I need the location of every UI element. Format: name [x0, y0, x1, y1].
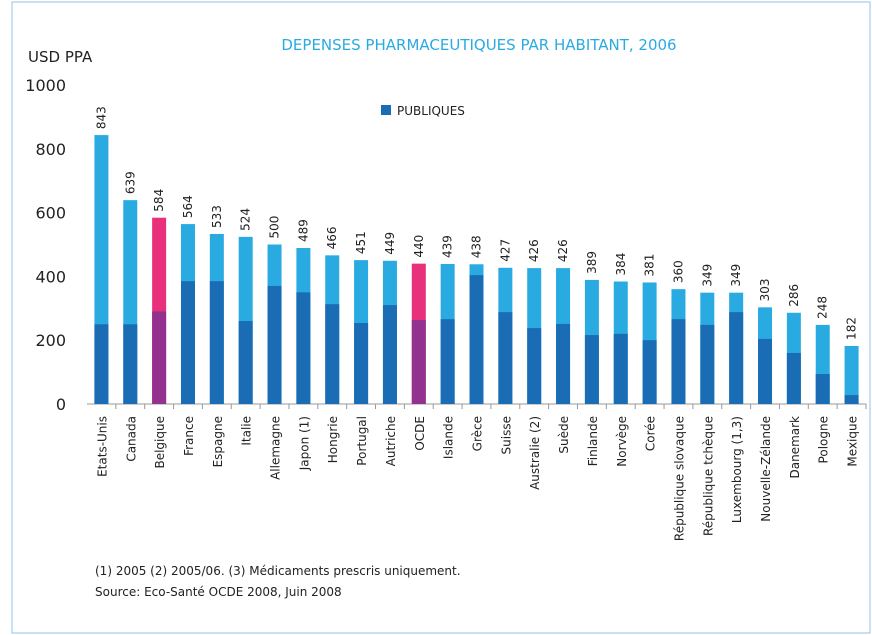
x-tick-label: Suisse — [499, 416, 513, 454]
x-tick-label: Luxembourg (1,3) — [730, 416, 744, 523]
x-tick-label: Norvège — [615, 416, 629, 467]
bar-public — [94, 324, 109, 404]
x-tick-label: Espagne — [211, 416, 225, 467]
x-tick-label: Corée — [644, 416, 658, 451]
y-tick-label: 800 — [35, 140, 66, 159]
x-tick-label: République tchèque — [701, 416, 715, 536]
x-tick-label: Islande — [442, 416, 456, 459]
footnote: Source: Eco-Santé OCDE 2008, Juin 2008 — [95, 585, 342, 599]
bar-public — [440, 319, 455, 404]
value-label: 248 — [816, 296, 830, 319]
value-label: 438 — [470, 235, 484, 258]
x-tick-label: Suède — [557, 416, 571, 454]
x-tick-label: Portugal — [355, 416, 369, 466]
value-label: 449 — [383, 232, 397, 255]
bar-public — [613, 333, 628, 404]
x-tick-label: Finlande — [586, 416, 600, 466]
y-tick-label: 1000 — [25, 76, 66, 95]
y-tick-label: 600 — [35, 204, 66, 223]
value-label: 182 — [845, 317, 859, 340]
x-tick-label: Italie — [240, 416, 254, 446]
bar-public — [325, 304, 340, 404]
bar-public — [152, 311, 167, 404]
bar-public — [758, 338, 773, 404]
value-label: 303 — [758, 278, 772, 301]
value-label: 439 — [441, 235, 455, 258]
bar-public — [180, 281, 195, 404]
value-label: 381 — [643, 254, 657, 277]
y-tick-label: 0 — [56, 395, 66, 414]
x-tick-label: Danemark — [788, 416, 802, 479]
x-tick-label: OCDE — [413, 416, 427, 451]
bar-public — [584, 335, 599, 404]
value-label: 564 — [181, 195, 195, 218]
value-label: 349 — [700, 264, 714, 287]
bar-public — [296, 292, 311, 404]
x-tick-label: Grèce — [471, 416, 485, 451]
x-tick-label: Australie (2) — [528, 416, 542, 490]
bar-public — [700, 324, 715, 404]
value-label: 389 — [585, 251, 599, 274]
value-label: 639 — [123, 171, 137, 194]
bar-public — [123, 324, 138, 404]
x-tick-label: Belgique — [153, 416, 167, 469]
value-label: 843 — [94, 106, 108, 129]
bar-public — [671, 319, 686, 404]
value-label: 500 — [268, 216, 282, 239]
frame — [11, 1, 871, 634]
bar-public — [844, 395, 859, 404]
x-tick-label: République slovaque — [672, 416, 686, 541]
value-label: 524 — [239, 208, 253, 231]
bar-public — [642, 340, 657, 404]
bar-public — [209, 281, 224, 404]
bar-public — [786, 352, 801, 404]
value-label: 466 — [325, 226, 339, 249]
x-tick-label: Pologne — [817, 416, 831, 463]
chart-title: DEPENSES PHARMACEUTIQUES PAR HABITANT, 2… — [281, 36, 676, 54]
bar-public — [498, 312, 513, 404]
value-label: 533 — [210, 205, 224, 228]
x-tick-label: Canada — [124, 416, 138, 462]
bar-public — [382, 305, 397, 404]
x-tick-label: Mexique — [846, 416, 860, 467]
value-label: 489 — [296, 219, 310, 242]
legend-swatch — [381, 105, 391, 115]
bar-public — [469, 275, 484, 404]
legend-label: PUBLIQUES — [397, 104, 465, 118]
bar-public — [411, 320, 426, 404]
value-label: 451 — [354, 231, 368, 254]
value-label: 427 — [498, 239, 512, 262]
value-label: 584 — [152, 189, 166, 212]
value-label: 384 — [614, 253, 628, 276]
value-label: 426 — [527, 239, 541, 262]
footnote: (1) 2005 (2) 2005/06. (3) Médicaments pr… — [95, 564, 461, 578]
bar-public — [815, 374, 830, 404]
y-tick-label: 200 — [35, 331, 66, 350]
x-tick-label: Etats-Unis — [95, 416, 109, 477]
bar-public — [556, 323, 571, 404]
bar-public — [354, 322, 369, 404]
x-tick-label: France — [182, 416, 196, 456]
bar-public — [729, 312, 744, 404]
value-label: 440 — [412, 235, 426, 258]
value-label: 286 — [787, 284, 801, 307]
x-tick-label: Autriche — [384, 416, 398, 466]
x-tick-label: Hongrie — [326, 416, 340, 463]
bar-public — [238, 321, 253, 404]
x-tick-label: Japon (1) — [297, 416, 311, 471]
bar-public — [267, 285, 282, 404]
value-label: 426 — [556, 239, 570, 262]
x-tick-label: Allemagne — [269, 416, 283, 480]
bar-public — [527, 328, 542, 404]
value-label: 360 — [671, 260, 685, 283]
x-tick-label: Nouvelle-Zélande — [759, 416, 773, 522]
value-label: 349 — [729, 264, 743, 287]
bar-total — [844, 345, 859, 404]
y-tick-label: 400 — [35, 267, 66, 286]
y-axis-label: USD PPA — [28, 48, 93, 66]
